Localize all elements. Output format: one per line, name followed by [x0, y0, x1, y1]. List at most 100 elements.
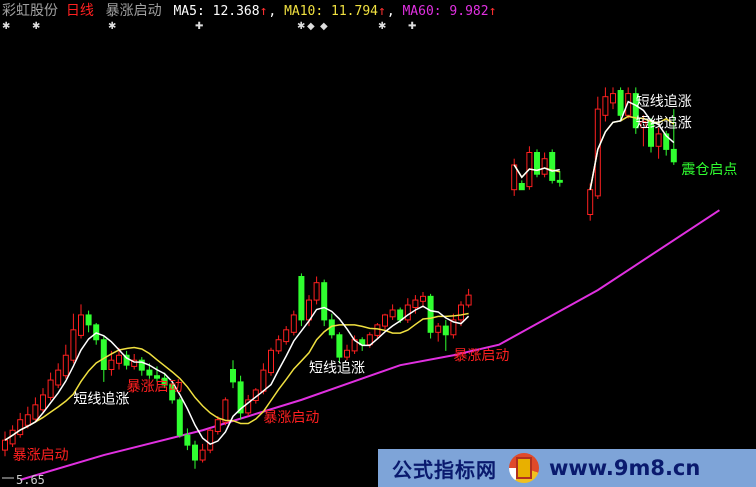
candle-down	[230, 369, 236, 383]
candle-down	[336, 334, 343, 358]
signal-label-breakout: 暴涨启动	[13, 447, 69, 463]
candle-down	[146, 369, 153, 376]
signal-label-chase: 短线追涨	[73, 392, 129, 408]
marker-cross-icon[interactable]: ✚	[408, 21, 417, 32]
candle-down	[663, 133, 670, 150]
signal-label-chase: 短线追涨	[309, 361, 365, 377]
chart-header: 彩虹股份 日线 暴涨启动 MA5: 12.368↑, MA10: 11.794↑…	[2, 2, 497, 20]
candle-up	[222, 399, 229, 423]
candle-down	[298, 276, 305, 321]
candle-down	[549, 152, 556, 181]
watermark-site-name: 公式指标网	[392, 457, 497, 482]
candle-up	[32, 404, 39, 420]
candle-up	[260, 369, 267, 392]
candle-up	[420, 295, 426, 302]
candle-up	[47, 379, 54, 398]
candle-down	[100, 339, 107, 370]
candle-up	[389, 309, 396, 318]
marker-star-icon[interactable]: ✱	[2, 21, 11, 32]
marker-diamond-icon[interactable]: ◆	[307, 21, 315, 32]
candle-up	[450, 319, 457, 336]
candle-down	[518, 183, 525, 191]
candle-up	[70, 329, 77, 361]
marker-cross-icon[interactable]: ✚	[195, 21, 204, 32]
candle-down	[397, 309, 404, 321]
separator: ,	[268, 4, 277, 19]
candle-up	[207, 429, 214, 451]
ma60-up-arrow-icon: ↑	[488, 4, 497, 19]
ma5-line	[4, 305, 470, 446]
candle-down	[184, 434, 191, 446]
candle-up	[2, 439, 8, 451]
candle-up	[290, 314, 297, 333]
candle-up	[435, 325, 442, 333]
candle-down	[161, 377, 168, 386]
ma5-line	[589, 100, 675, 190]
ma10-up-arrow-icon: ↑	[377, 4, 386, 19]
candle-up	[374, 324, 381, 336]
signal-label-chase: 短线追涨	[636, 116, 692, 132]
candle-up	[602, 96, 609, 116]
watermark-url: www.9m8.cn	[549, 456, 701, 480]
candle-down	[670, 148, 677, 163]
candle-up	[344, 349, 350, 358]
candle-up	[610, 93, 616, 104]
candle-up	[465, 294, 472, 306]
marker-star-icon[interactable]: ✱	[108, 21, 117, 32]
candle-up	[313, 282, 320, 301]
candle-down	[534, 152, 540, 175]
candle-up	[131, 359, 138, 367]
ma5-up-arrow-icon: ↑	[259, 4, 268, 19]
ma10-line	[4, 312, 469, 441]
candle-down	[138, 359, 145, 371]
candle-up	[108, 359, 115, 371]
candle-up	[116, 354, 122, 364]
candle-up	[587, 189, 594, 215]
indicator-name: 暴涨启动	[105, 3, 162, 19]
candle-down	[556, 179, 563, 183]
signal-label-breakout: 暴涨启动	[453, 348, 509, 364]
stock-name: 彩虹股份	[2, 3, 58, 19]
candle-down	[237, 381, 244, 414]
signal-label-chase: 短线追涨	[636, 94, 692, 110]
period-label[interactable]: 日线	[65, 3, 94, 19]
candle-down	[85, 314, 92, 326]
marker-star-icon[interactable]: ✱	[32, 21, 41, 32]
candle-up	[382, 314, 388, 327]
candle-up	[214, 419, 221, 433]
candle-down	[154, 375, 160, 379]
candle-up	[245, 399, 252, 414]
candle-up	[268, 349, 274, 374]
candle-up	[199, 449, 206, 461]
candle-down	[192, 444, 198, 461]
marker-star-icon[interactable]: ✱	[297, 21, 306, 32]
candle-down	[321, 282, 328, 321]
candle-up	[17, 419, 24, 436]
ma5-value: MA5: 12.368	[173, 4, 260, 19]
signal-label-breakout: 暴涨启动	[127, 379, 183, 395]
candle-down	[123, 354, 130, 366]
event-markers-row: ✱ ✱ ✱ ✚ ✱ ◆ ◆ ✱ ✚	[0, 22, 756, 36]
candle-down	[176, 399, 183, 436]
ma10-value: MA10: 11.794	[284, 4, 378, 19]
candle-up	[78, 314, 84, 336]
site-logo-icon	[509, 453, 539, 483]
candle-down	[617, 90, 624, 116]
low-price-label: 5.65	[16, 473, 45, 487]
ma60-value: MA60: 9.982	[402, 4, 489, 19]
candle-up	[412, 299, 419, 308]
ma60-line	[19, 209, 720, 481]
candle-up	[458, 304, 464, 321]
marker-star-icon[interactable]: ✱	[378, 21, 387, 32]
candle-up	[62, 354, 69, 377]
candle-up	[541, 158, 548, 175]
candle-up	[640, 121, 647, 129]
marker-diamond-icon[interactable]: ◆	[320, 21, 328, 32]
candle-up	[24, 414, 31, 426]
candle-up	[283, 329, 290, 343]
candle-up	[655, 133, 662, 147]
candle-up	[404, 304, 411, 321]
candle-up	[40, 394, 46, 411]
